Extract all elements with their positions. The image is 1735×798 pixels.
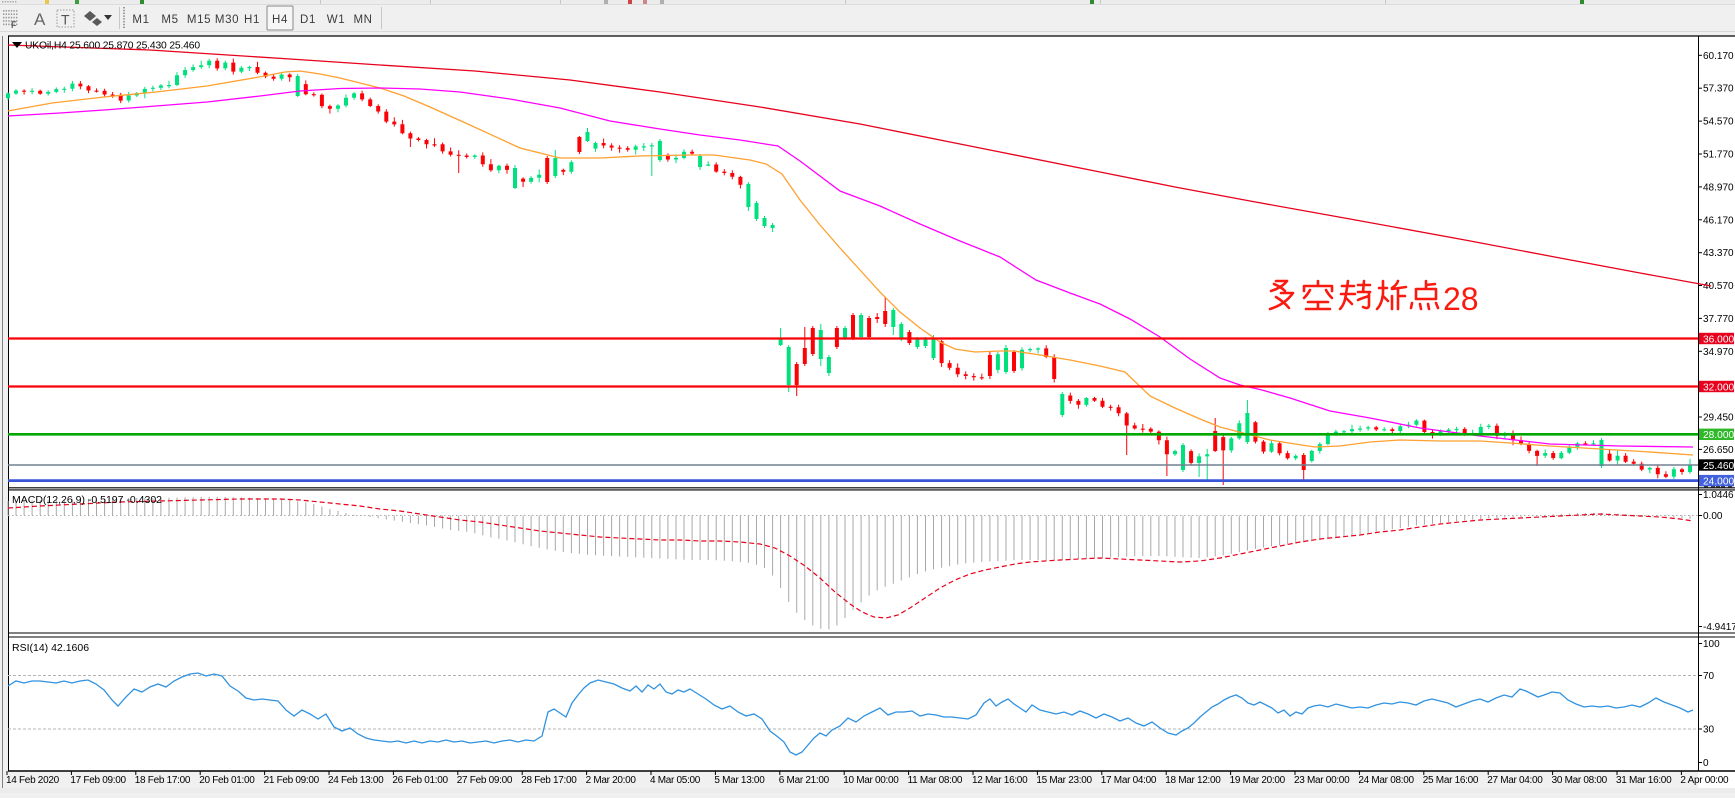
svg-text:24 Mar 08:00: 24 Mar 08:00 xyxy=(1358,775,1414,786)
svg-text:46.170: 46.170 xyxy=(1703,215,1734,226)
svg-text:24 Feb 13:00: 24 Feb 13:00 xyxy=(328,775,384,786)
svg-text:27 Feb 09:00: 27 Feb 09:00 xyxy=(457,775,513,786)
svg-text:UKOil,H4 25.600 25.870 25.430: UKOil,H4 25.600 25.870 25.430 25.460 xyxy=(25,41,200,52)
svg-text:32.000: 32.000 xyxy=(1703,382,1734,393)
svg-text:M30: M30 xyxy=(215,14,239,26)
svg-text:23 Mar 00:00: 23 Mar 00:00 xyxy=(1294,775,1350,786)
svg-text:A: A xyxy=(34,10,46,29)
svg-text:28: 28 xyxy=(1443,281,1479,317)
svg-text:M15: M15 xyxy=(187,14,211,26)
svg-text:100: 100 xyxy=(1703,639,1720,650)
svg-text:15 Mar 23:00: 15 Mar 23:00 xyxy=(1036,775,1092,786)
svg-text:21 Feb 09:00: 21 Feb 09:00 xyxy=(264,775,320,786)
svg-text:T: T xyxy=(61,12,70,28)
svg-text:5 Mar 13:00: 5 Mar 13:00 xyxy=(714,775,765,786)
svg-text:18 Feb 17:00: 18 Feb 17:00 xyxy=(135,775,191,786)
svg-text:M1: M1 xyxy=(132,14,149,26)
svg-text:W1: W1 xyxy=(327,14,345,26)
svg-text:70: 70 xyxy=(1703,671,1715,682)
svg-text:37.770: 37.770 xyxy=(1703,314,1734,325)
svg-text:17 Mar 04:00: 17 Mar 04:00 xyxy=(1101,775,1157,786)
svg-text:RSI(14) 42.1606: RSI(14) 42.1606 xyxy=(12,642,89,654)
svg-text:57.370: 57.370 xyxy=(1703,84,1734,95)
svg-text:30: 30 xyxy=(1703,725,1715,736)
svg-text:MACD(12,26,9) -0.5197 -0.4302: MACD(12,26,9) -0.5197 -0.4302 xyxy=(12,494,162,506)
svg-text:34.970: 34.970 xyxy=(1703,347,1734,358)
svg-text:D1: D1 xyxy=(300,14,316,26)
svg-text:28 Feb 17:00: 28 Feb 17:00 xyxy=(521,775,577,786)
svg-text:0.00: 0.00 xyxy=(1703,511,1723,522)
svg-text:10 Mar 00:00: 10 Mar 00:00 xyxy=(843,775,899,786)
svg-text:28.000: 28.000 xyxy=(1703,430,1734,441)
svg-text:MN: MN xyxy=(353,14,372,26)
svg-text:F: F xyxy=(11,20,17,30)
svg-text:12 Mar 16:00: 12 Mar 16:00 xyxy=(972,775,1028,786)
svg-text:43.370: 43.370 xyxy=(1703,248,1734,259)
svg-text:25.460: 25.460 xyxy=(1703,461,1734,472)
svg-text:40.570: 40.570 xyxy=(1703,281,1734,292)
svg-text:1.0446: 1.0446 xyxy=(1703,490,1734,501)
svg-text:26 Feb 01:00: 26 Feb 01:00 xyxy=(392,775,448,786)
svg-text:2 Mar 20:00: 2 Mar 20:00 xyxy=(586,775,637,786)
svg-text:14 Feb 2020: 14 Feb 2020 xyxy=(6,775,60,786)
svg-text:18 Mar 12:00: 18 Mar 12:00 xyxy=(1165,775,1221,786)
svg-text:17 Feb 09:00: 17 Feb 09:00 xyxy=(70,775,126,786)
svg-text:2 Apr 00:00: 2 Apr 00:00 xyxy=(1680,775,1729,786)
svg-text:19 Mar 20:00: 19 Mar 20:00 xyxy=(1230,775,1286,786)
svg-text:25 Mar 16:00: 25 Mar 16:00 xyxy=(1423,775,1479,786)
svg-text:6 Mar 21:00: 6 Mar 21:00 xyxy=(779,775,830,786)
svg-text:48.970: 48.970 xyxy=(1703,182,1734,193)
svg-text:24.000: 24.000 xyxy=(1703,476,1734,487)
svg-text:H1: H1 xyxy=(244,14,260,26)
svg-text:H4: H4 xyxy=(272,14,288,26)
svg-text:20 Feb 01:00: 20 Feb 01:00 xyxy=(199,775,255,786)
svg-text:4 Mar 05:00: 4 Mar 05:00 xyxy=(650,775,701,786)
svg-text:51.770: 51.770 xyxy=(1703,150,1734,161)
svg-text:36.000: 36.000 xyxy=(1703,334,1734,345)
svg-text:-4.9417: -4.9417 xyxy=(1703,622,1735,633)
svg-text:M5: M5 xyxy=(161,14,178,26)
svg-text:0: 0 xyxy=(1703,758,1709,769)
svg-text:26.650: 26.650 xyxy=(1703,445,1734,456)
svg-text:30 Mar 08:00: 30 Mar 08:00 xyxy=(1552,775,1608,786)
svg-text:27 Mar 04:00: 27 Mar 04:00 xyxy=(1487,775,1543,786)
svg-text:31 Mar 16:00: 31 Mar 16:00 xyxy=(1616,775,1672,786)
svg-text:11 Mar 08:00: 11 Mar 08:00 xyxy=(908,775,963,786)
svg-text:54.570: 54.570 xyxy=(1703,117,1734,128)
svg-text:60.170: 60.170 xyxy=(1703,51,1734,62)
svg-text:29.450: 29.450 xyxy=(1703,413,1734,424)
